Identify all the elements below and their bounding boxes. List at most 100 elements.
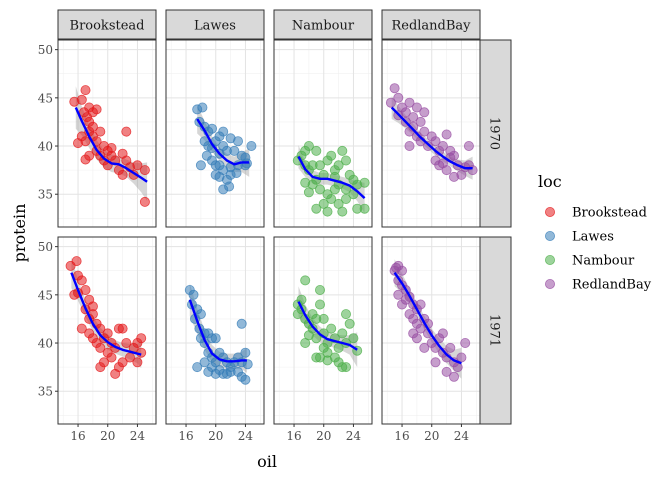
data-point bbox=[132, 160, 143, 171]
data-point bbox=[224, 181, 235, 192]
strip-label-lawes: Lawes bbox=[194, 19, 236, 34]
panel-border bbox=[57, 39, 157, 228]
data-point bbox=[246, 140, 257, 151]
panel-border bbox=[57, 236, 157, 425]
data-point bbox=[311, 145, 322, 156]
data-point bbox=[340, 193, 351, 204]
smooth-line bbox=[390, 106, 473, 170]
panel-lawes-1970 bbox=[166, 40, 264, 227]
data-point bbox=[99, 357, 110, 368]
data-point bbox=[311, 203, 322, 214]
panel-redlandbay-1971 bbox=[382, 237, 480, 424]
data-point bbox=[303, 140, 314, 151]
strip-label-redlandbay: RedlandBay bbox=[391, 19, 471, 34]
data-point bbox=[404, 97, 415, 108]
data-point bbox=[95, 342, 106, 353]
x-axis-title: oil bbox=[257, 452, 277, 471]
x-tick-label: 24 bbox=[130, 429, 146, 443]
data-point bbox=[445, 342, 456, 353]
data-point bbox=[80, 154, 91, 165]
data-point bbox=[391, 262, 402, 273]
data-point bbox=[73, 138, 84, 149]
x-tick-label: 24 bbox=[346, 429, 362, 443]
x-tick-label: 24 bbox=[454, 429, 470, 443]
strip-redlandbay bbox=[381, 9, 481, 40]
data-point bbox=[102, 328, 113, 339]
data-point bbox=[340, 155, 351, 166]
data-point bbox=[229, 145, 240, 156]
data-point bbox=[300, 177, 311, 188]
data-point bbox=[393, 92, 404, 103]
row-strip-label-1970: 1970 bbox=[487, 117, 502, 150]
data-point bbox=[322, 355, 333, 366]
data-point bbox=[419, 126, 430, 137]
data-point bbox=[76, 323, 87, 334]
x-tick-label: 24 bbox=[238, 429, 254, 443]
confidence-band bbox=[75, 86, 148, 201]
smooth-line bbox=[70, 272, 142, 356]
data-point bbox=[329, 184, 340, 195]
data-point bbox=[322, 206, 333, 217]
y-axis-title: protein bbox=[10, 204, 29, 263]
confidence-band bbox=[197, 104, 250, 177]
data-point bbox=[318, 313, 329, 324]
y-tick-label: 40 bbox=[38, 140, 53, 154]
panel-nambour-1970 bbox=[274, 40, 372, 227]
data-point bbox=[326, 150, 337, 161]
x-tick-label: 20 bbox=[100, 429, 115, 443]
data-point bbox=[117, 357, 128, 368]
panel-redlandbay-1970 bbox=[382, 40, 480, 227]
data-point bbox=[337, 362, 348, 373]
data-point bbox=[195, 160, 206, 171]
data-point bbox=[419, 342, 430, 353]
data-point bbox=[76, 94, 87, 105]
data-point bbox=[396, 299, 407, 310]
y-tick-label: 50 bbox=[38, 240, 53, 254]
data-point bbox=[197, 102, 208, 113]
data-point bbox=[136, 333, 147, 344]
y-tick-label: 50 bbox=[38, 43, 53, 57]
data-point bbox=[333, 160, 344, 171]
data-point bbox=[218, 126, 229, 137]
data-point bbox=[117, 169, 128, 180]
smooth-line bbox=[74, 107, 148, 183]
smooth-line bbox=[297, 301, 358, 351]
strip-label-nambour: Nambour bbox=[292, 19, 355, 34]
panel-border bbox=[273, 236, 373, 425]
data-point bbox=[303, 330, 314, 341]
axes-layer: 35 40 45 50 35 40 45 50 16 20 24 16 20 24 16 20 24 16 20 24 bbox=[38, 43, 470, 443]
data-point bbox=[121, 337, 132, 348]
panel-nambour-1971 bbox=[274, 237, 372, 424]
row-strip-1970 bbox=[479, 39, 512, 228]
panel-brookstead-1970 bbox=[58, 40, 156, 227]
legend-item-redlandbay: RedlandBay bbox=[545, 278, 652, 293]
legend-label: RedlandBay bbox=[572, 278, 652, 293]
legend-item-nambour: Nambour bbox=[545, 254, 635, 269]
data-point bbox=[87, 301, 98, 312]
legend-items: Brookstead Lawes Nambour RedlandBay bbox=[545, 206, 652, 293]
x-tick-label: 20 bbox=[316, 429, 331, 443]
data-point bbox=[437, 140, 448, 151]
panel-border bbox=[165, 39, 265, 228]
strip-nambour bbox=[273, 9, 373, 40]
legend-key bbox=[545, 278, 556, 289]
panel-background bbox=[166, 40, 264, 227]
data-point bbox=[80, 85, 91, 96]
data-point bbox=[441, 129, 452, 140]
smooth-line bbox=[393, 272, 462, 365]
panel-border bbox=[273, 39, 373, 228]
data-point bbox=[242, 359, 253, 370]
y-tick-label: 35 bbox=[38, 385, 53, 399]
data-point bbox=[437, 328, 448, 339]
panel-lawes-1971 bbox=[166, 237, 264, 424]
data-point bbox=[422, 140, 433, 151]
data-point bbox=[121, 126, 132, 137]
data-point bbox=[221, 368, 232, 379]
x-tick-label: 16 bbox=[70, 429, 85, 443]
data-point bbox=[71, 256, 82, 267]
data-point bbox=[415, 116, 426, 127]
data-point bbox=[236, 318, 247, 329]
data-point bbox=[314, 284, 325, 295]
data-point bbox=[300, 275, 311, 286]
